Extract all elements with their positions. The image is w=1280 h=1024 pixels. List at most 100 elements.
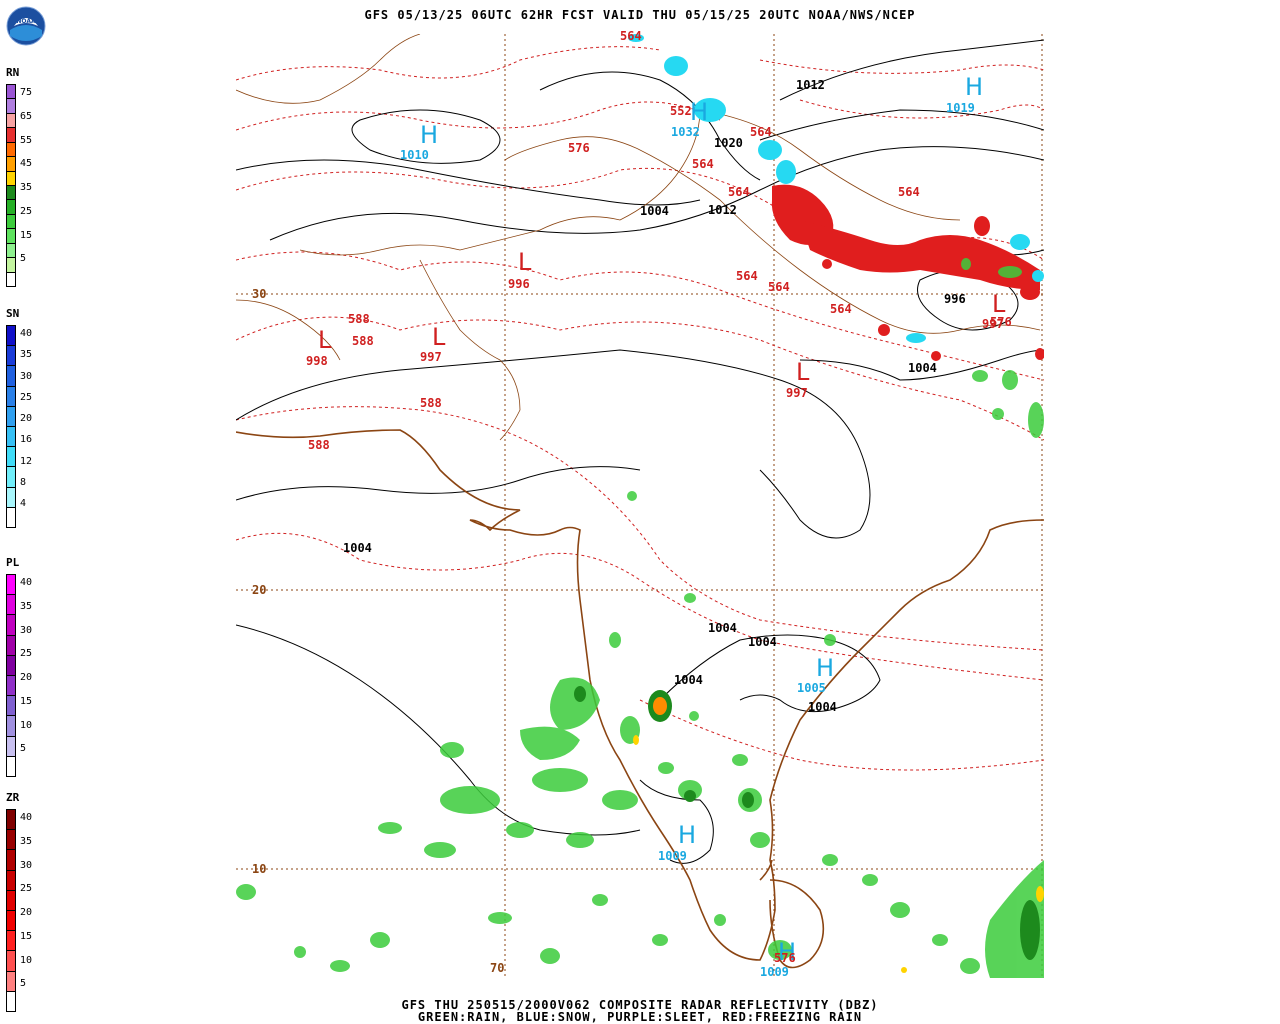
legend-tick-label: 30 [20,624,33,636]
legend-tick-label: 30 [20,859,33,871]
legend-tick-label: 40 [20,328,33,339]
lat-label-10: 10 [252,862,266,876]
low-center-letter: L [518,248,532,276]
legend-tick-label: 4 [20,498,27,510]
noaa-logo-text: NOAA [16,18,36,25]
legend-snow: SN 40 35 30 25 20 16 12 8 4 [4,307,44,528]
thickness-label: 564 [768,280,790,294]
legend-tick-label: 25 [20,205,33,217]
isobar-label: 1020 [714,136,743,150]
isobar-label: 1012 [796,78,825,92]
legend-sleet: PL 40 35 30 25 20 15 10 5 [4,556,44,777]
legend-tick-label: 15 [20,930,33,942]
legend-rain: RN 75 65 55 45 35 25 15 5 [4,66,44,287]
high-center-value: 1032 [671,125,700,139]
noaa-logo-icon: NOAA [6,6,46,46]
thickness-label: 588 [420,396,442,410]
map-title: GFS 05/13/25 06UTC 62HR FCST VALID THU 0… [364,8,916,22]
legend-title: RN [6,66,20,79]
low-center-letter: L [318,326,332,354]
high-center-value: 1019 [946,101,975,115]
thickness-label: 564 [830,302,852,316]
thickness-label: 552 [670,104,692,118]
thickness-label: 564 [898,185,920,199]
legend-tick-label: 45 [20,158,33,170]
high-center-letter: H [690,98,708,126]
footer-color-key: GREEN:RAIN, BLUE:SNOW, PURPLE:SLEET, RED… [417,1010,863,1024]
legend-tick-label: 65 [20,110,33,122]
legend-tick-label: 12 [20,455,33,467]
isobar-label: 1004 [808,700,837,714]
thickness-label: 564 [728,185,750,199]
low-center-value: 997 [982,317,1004,331]
legend-tick-label: 16 [20,434,33,446]
thickness-label: 564 [620,29,642,43]
legend-color-swatch [6,506,16,528]
thickness-contours [236,46,1044,771]
lat-label-30: 30 [252,287,266,301]
lat-label-20: 20 [252,583,266,597]
legend-tick-label: 30 [20,370,33,382]
low-center-letter: L [992,290,1006,318]
low-center-value: 997 [420,350,442,364]
high-center-value: 1005 [797,681,826,695]
thickness-label: 576 [568,141,590,155]
isobar-label: 1004 [674,673,703,687]
legend-tick-label: 8 [20,476,27,488]
legend-tick-label: 75 [20,87,33,98]
legend-tick-label: 35 [20,182,33,194]
thickness-label: 588 [352,334,374,348]
legend-tick-label: 35 [20,349,33,361]
high-center-letter: H [420,121,438,149]
legend-color-swatch [6,990,16,1012]
legend-tick-label: 40 [20,577,33,588]
political-borders [236,34,1041,441]
high-center-value: 1010 [400,148,429,162]
low-center-letter: L [796,358,810,386]
legend-tick-label: 5 [20,978,27,990]
legend-tick-label: 10 [20,954,33,966]
legend-tick-label: 35 [20,600,33,612]
legend-tick-label: 55 [20,134,33,146]
lat-lon-grid [236,34,1044,978]
legend-tick-label: 25 [20,883,33,895]
thickness-label: 588 [348,312,370,326]
legend-tick-label: 20 [20,413,33,425]
legend-tick-label: 15 [20,229,33,241]
isobar-label: 1004 [708,621,737,635]
isobar-label: 1012 [708,203,737,217]
thickness-label: 588 [308,438,330,452]
legend-tick-label: 25 [20,648,33,660]
legend-tick-label: 15 [20,695,33,707]
isobar-contours [236,39,1044,864]
thickness-label: 564 [692,157,714,171]
thickness-label: 564 [736,269,758,283]
pressure-centers: H 1010 H 1032 H 1019 L 996 L 998 L 997 L… [306,73,1006,979]
isobar-label: 1004 [640,204,669,218]
low-center-letter: L [432,323,446,351]
radar-intense-cells [633,697,1044,973]
high-center-letter: H [816,654,834,682]
legend-tick-label: 20 [20,672,33,684]
radar-freezing-rain-areas [771,184,1044,361]
isobar-label: 996 [944,292,966,306]
radar-snow-areas [628,34,1044,343]
isobar-label: 1004 [748,635,777,649]
axis-labels: 30 20 10 70 [252,287,504,975]
high-center-letter: H [678,821,696,849]
legend-color-swatch [6,271,16,287]
legend-tick-label: 5 [20,743,27,755]
isobar-label: 1004 [343,541,372,555]
legend-freezing-rain: ZR 40 35 30 25 20 15 10 5 [4,791,44,1012]
thickness-labels: 564 576 552 564 564 564 564 564 564 588 … [308,29,1012,965]
legend-title: PL [6,556,20,569]
high-center-letter: H [778,938,796,966]
legend-tick-label: 40 [20,812,33,823]
thickness-label: 576 [990,315,1012,329]
legend-tick-label: 35 [20,835,33,847]
thickness-label: 576 [774,951,796,965]
legend-title: SN [6,307,20,320]
isobar-label: 1004 [908,361,937,375]
high-center-letter: H [965,73,983,101]
